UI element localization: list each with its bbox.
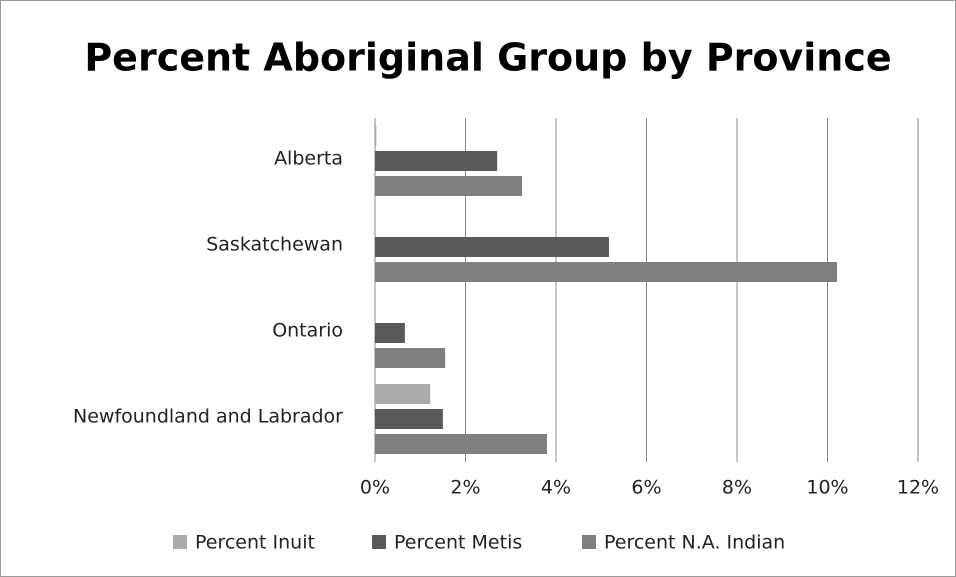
y-tick-label: Newfoundland and Labrador (73, 406, 343, 428)
x-tick-label: 10% (806, 477, 848, 499)
chart-title: Percent Aboriginal Group by Province (84, 36, 891, 80)
bar (375, 434, 547, 454)
y-tick-label: Saskatchewan (206, 234, 343, 256)
legend-label: Percent Metis (394, 532, 522, 554)
legend-swatch (372, 535, 386, 549)
bar (375, 262, 838, 282)
legend-swatch (173, 535, 187, 549)
x-tick-label: 6% (631, 477, 661, 499)
bar (375, 151, 498, 171)
bar (375, 409, 443, 429)
y-tick-label: Alberta (274, 148, 343, 170)
x-tick-label: 0% (360, 477, 390, 499)
bar (375, 384, 431, 404)
bar (375, 323, 405, 343)
x-tick-label: 8% (722, 477, 752, 499)
x-tick-label: 4% (541, 477, 571, 499)
x-tick-label: 12% (897, 477, 939, 499)
x-tick-label: 2% (450, 477, 480, 499)
legend-label: Percent Inuit (195, 532, 315, 554)
y-tick-label: Ontario (272, 320, 343, 342)
bar (375, 176, 523, 196)
legend-swatch (582, 535, 596, 549)
bar (375, 237, 609, 257)
legend-label: Percent N.A. Indian (604, 532, 785, 554)
bar (375, 126, 377, 146)
bar (375, 348, 446, 368)
